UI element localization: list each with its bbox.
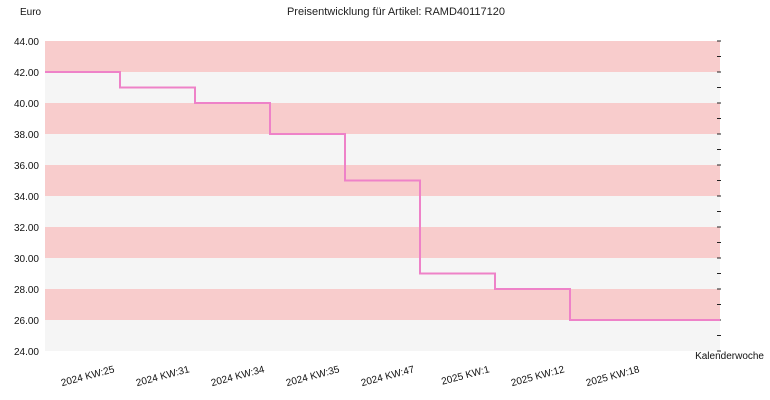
x-axis-ticks: 2024 KW:25 2024 KW:31 2024 KW:34 2024 KW:35…	[60, 364, 641, 389]
plot-band	[45, 258, 720, 289]
x-tick-label: 2025 KW:1	[440, 364, 491, 387]
x-tick-label: 2024 KW:25	[60, 364, 116, 389]
y-tick-label: 28.00	[14, 285, 39, 296]
y-axis-label: Euro	[20, 7, 42, 18]
plot-band	[45, 320, 720, 351]
y-tick-label: 24.00	[14, 347, 39, 358]
plot-band	[45, 134, 720, 165]
x-tick-label: 2025 KW:18	[585, 364, 641, 389]
y-tick-label: 32.00	[14, 223, 39, 234]
plot-band	[45, 227, 720, 258]
plot-band	[45, 196, 720, 227]
x-tick-label: 2024 KW:31	[135, 364, 191, 389]
y-tick-label: 30.00	[14, 254, 39, 265]
chart-title: Preisentwicklung für Artikel: RAMD401171…	[287, 6, 505, 18]
x-axis-label: Kalenderwoche	[695, 351, 764, 362]
y-axis-ticks: 24.00 26.00 28.00 30.00 32.00 34.00 36.00 38.00…	[14, 37, 721, 358]
x-tick-label: 2025 KW:12	[510, 364, 566, 389]
y-tick-label: 40.00	[14, 99, 39, 110]
y-tick-label: 42.00	[14, 68, 39, 79]
x-tick-label: 2024 KW:47	[360, 364, 416, 389]
y-tick-label: 36.00	[14, 161, 39, 172]
y-tick-label: 34.00	[14, 192, 39, 203]
price-series-line	[45, 71, 720, 321]
y-tick-label: 38.00	[14, 130, 39, 141]
y-tick-label: 26.00	[14, 316, 39, 327]
plot-band	[45, 103, 720, 134]
x-tick-label: 2024 KW:34	[210, 364, 266, 389]
y-tick-label: 44.00	[14, 37, 39, 48]
x-tick-label: 2024 KW:35	[285, 364, 341, 389]
plot-band	[45, 289, 720, 320]
plot-band	[45, 41, 720, 72]
